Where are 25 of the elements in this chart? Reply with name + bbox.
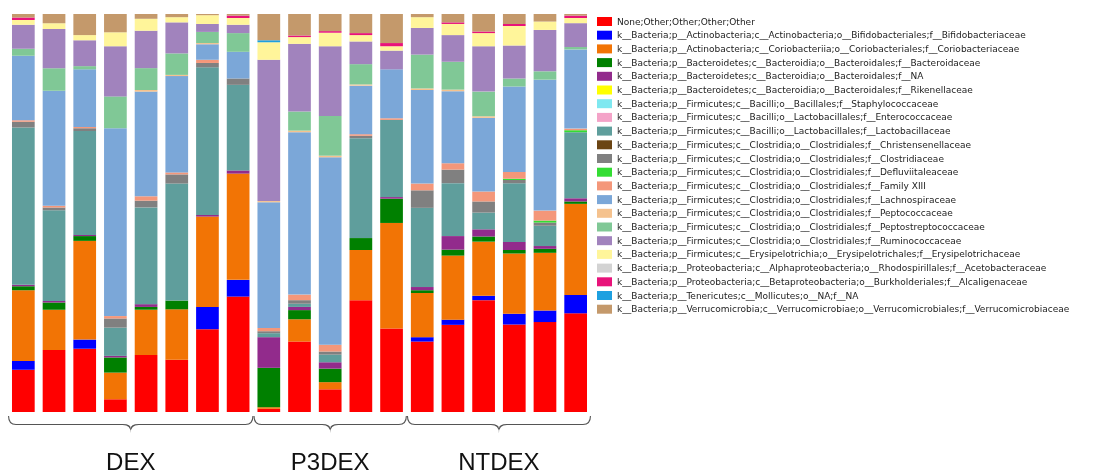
legend-label: k__Bacteria;p__Firmicutes;c__Clostridia;o__Clostridiales;f__Christensenellaceae xyxy=(617,139,972,150)
text: NTDEX xyxy=(458,448,540,475)
legend-label: k__Bacteria;p__Firmicutes;c__Clostridia;o__Clostridiales;f__Defluviitaleaceae xyxy=(617,167,959,178)
legend-label: k__Bacteria;p__Tenericutes;c__Mollicutes;o__NA;f__NA xyxy=(617,290,860,301)
legend-label: k__Bacteria;p__Firmicutes;c__Clostridia;o__Clostridiales;f__Clostridiaceae xyxy=(617,153,945,164)
legend-label: k__Bacteria;p__Firmicutes;c__Clostridia;o__Clostridiales;f__Ruminococcaceae xyxy=(617,235,962,246)
legend-label: k__Bacteria;p__Firmicutes;c__Erysipelotrichia;o__Erysipelotrichales;f__Erysipelotrichaceae xyxy=(617,249,1021,260)
legend-label: k__Bacteria;p__Firmicutes;c__Bacilli;o__Lactobacillales;f__Lactobacillaceae xyxy=(617,126,952,137)
legend-label: k__Bacteria;p__Firmicutes;c__Clostridia;o__Clostridiales;f__Family XIII xyxy=(617,180,926,191)
legend-label: k__Bacteria;p__Firmicutes;c__Bacilli;o__Lactobacillales;f__Enterococcaceae xyxy=(617,112,953,123)
text: P3DEX xyxy=(290,448,370,475)
legend-label: k__Bacteria;p__Firmicutes;c__Bacilli;o__Bacillales;f__Staphylococcaceae xyxy=(617,98,939,109)
legend-label: k__Bacteria;p__Actinobacteria;c__Coriobacteriia;o__Coriobacteriales;f__Coriobacteriaceae xyxy=(617,43,1020,54)
legend-label: k__Bacteria;p__Firmicutes;c__Clostridia;o__Clostridiales;f__Lachnospiraceae xyxy=(617,194,957,205)
legend-label: k__Bacteria;p__Bacteroidetes;c__Bacteroidia;o__Bacteroidales;f__NA xyxy=(617,71,925,82)
legend-label: k__Bacteria;p__Bacteroidetes;c__Bacteroidia;o__Bacteroidales;f__Bacteroidaceae xyxy=(617,57,981,68)
text: DEX xyxy=(106,448,156,475)
legend-label: k__Bacteria;p__Firmicutes;c__Clostridia;o__Clostridiales;f__Peptostreptococcaceae xyxy=(617,222,986,232)
legend-label: k__Bacteria;p__Firmicutes;c__Clostridia;o__Clostridiales;f__Peptococcaceae xyxy=(617,208,954,219)
legend-label: k__Bacteria;p__Actinobacteria;c__Actinobacteria;o__Bifidobacteriales;f__Bifidobacteriaceae xyxy=(617,30,1027,41)
legend-label: k__Bacteria;p__Verrucomicrobia;c__Verrucomicrobiae;o__Verrucomicrobiales;f__Verrucomicrobiaceae xyxy=(617,304,1070,315)
legend-label: k__Bacteria;p__Proteobacteria;c__Alphaproteobacteria;o__Rhodospirillales;f__Acetobacteraceae xyxy=(617,263,1047,274)
legend-label: k__Bacteria;p__Bacteroidetes;c__Bacteroidia;o__Bacteroidales;f__Rikenellaceae xyxy=(617,85,974,95)
legend-label: None;Other;Other;Other;Other xyxy=(617,16,756,27)
legend-label: k__Bacteria;p__Proteobacteria;c__Betaproteobacteria;o__Burkholderiales;f__Alcaligenaceae xyxy=(617,276,1028,287)
